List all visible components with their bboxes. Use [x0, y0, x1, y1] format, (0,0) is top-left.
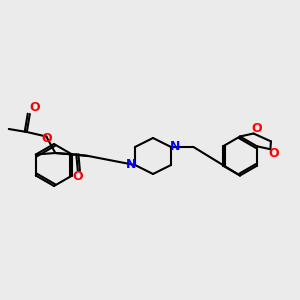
- Text: O: O: [73, 170, 83, 184]
- Text: N: N: [169, 140, 180, 154]
- Text: O: O: [29, 101, 40, 114]
- Text: O: O: [251, 122, 262, 136]
- Text: O: O: [42, 132, 52, 146]
- Text: O: O: [268, 147, 279, 160]
- Text: N: N: [126, 158, 136, 172]
